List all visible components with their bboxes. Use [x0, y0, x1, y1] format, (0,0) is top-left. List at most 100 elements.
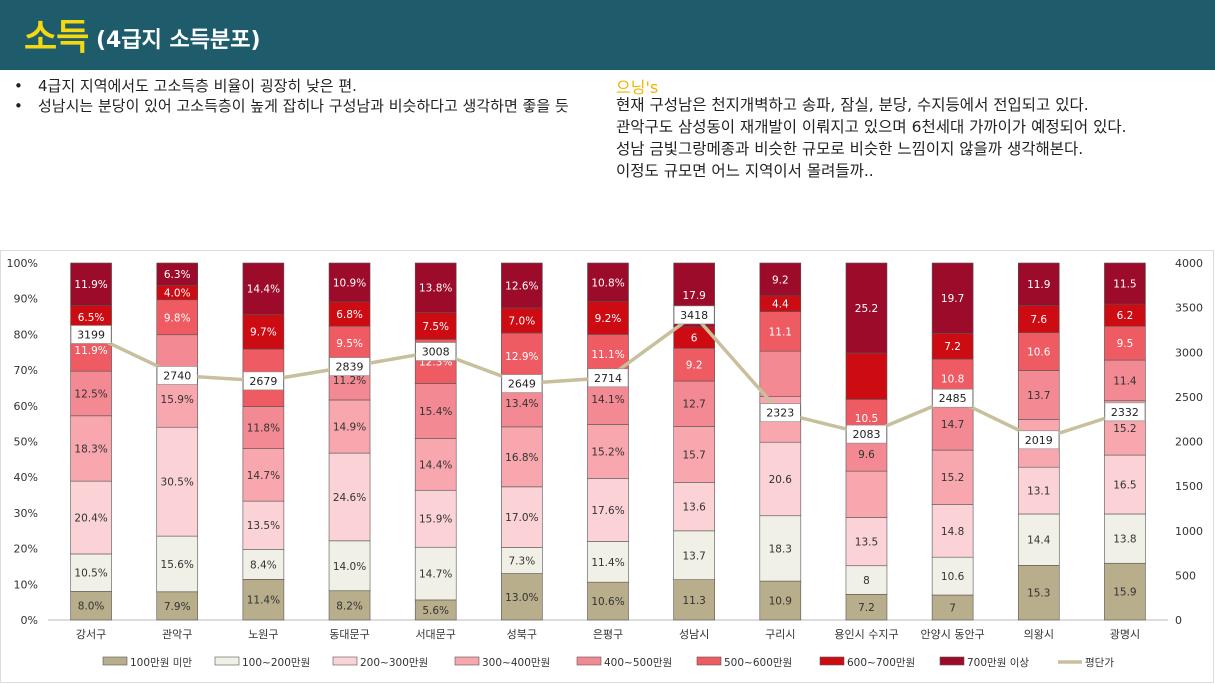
bar-segment: [1017, 513, 1060, 566]
data-label: 16.8%: [505, 452, 538, 464]
bar-segment: [501, 547, 543, 574]
bar-segment: [759, 441, 802, 517]
data-label: 6.8%: [336, 309, 363, 321]
data-label: 15.9: [1113, 587, 1136, 599]
bar-segment: [70, 553, 112, 592]
data-label: 14.8: [941, 526, 964, 538]
bar-segment: [845, 565, 888, 595]
x-tick-label: 서대문구: [415, 628, 455, 641]
bar-segment: [587, 424, 629, 479]
data-label: 11.9: [1027, 279, 1050, 291]
data-label: 7.2: [858, 602, 875, 614]
header-bar: 소득 (4급지 소득분포): [0, 0, 1215, 70]
bar-segment: [845, 352, 888, 400]
data-label: 20.4%: [74, 513, 107, 525]
bar-segment: [673, 579, 715, 621]
data-label: 11.8%: [247, 423, 280, 435]
bar-segment: [1017, 262, 1060, 306]
data-label: 9.2: [686, 360, 703, 372]
legend-swatch: [214, 656, 240, 666]
bar-segment: [70, 480, 112, 555]
bullet-item: 4급지 지역에서도 고소득층 비율이 굉장히 낮은 편.: [12, 76, 572, 96]
bar-segment: [242, 314, 285, 350]
bar-segment: [156, 299, 199, 336]
bar-segment: [242, 549, 285, 580]
price-label-box: [70, 325, 112, 344]
y-left-tick-label: 20%: [14, 543, 38, 556]
bar-segment: [1104, 325, 1146, 361]
bar-segment: [759, 515, 802, 582]
data-label: 24.6%: [333, 492, 366, 504]
bar-segment: [931, 594, 974, 621]
data-label: 14.0%: [333, 561, 366, 573]
legend-swatch: [939, 656, 965, 666]
data-label: 9.7%: [250, 327, 277, 339]
legend-swatch: [819, 656, 845, 666]
data-label: 11.4%: [591, 557, 624, 569]
bar-segment: [759, 580, 802, 621]
price-label-box: [1018, 430, 1060, 450]
data-label: 10.5%: [74, 568, 107, 580]
y-right-tick-label: 1500: [1175, 480, 1203, 493]
price-label-box: [760, 403, 801, 422]
x-tick-label: 안양시 동안구: [921, 628, 985, 641]
bar-segment: [1017, 466, 1060, 515]
summary-bullets: 4급지 지역에서도 고소득층 비율이 굉장히 낮은 편. 성남시는 분당이 있어…: [12, 76, 572, 116]
price-label-box: [932, 388, 973, 408]
comment-line: 현재 구성남은 천지개벽하고 송파, 잠실, 분당, 수지등에서 전입되고 있다…: [616, 96, 1089, 114]
data-label: 18.3%: [74, 443, 107, 455]
bar-segment: [156, 591, 199, 621]
data-label: 15.9%: [161, 394, 194, 406]
legend-swatch: [332, 656, 358, 666]
page-title: 소득: [24, 17, 89, 58]
price-label: 3008: [422, 346, 450, 359]
price-label: 3418: [680, 309, 708, 322]
data-label: 6.5%: [78, 312, 105, 324]
data-label: 8.4%: [250, 559, 277, 571]
legend-label: 500~600만원: [724, 657, 792, 669]
x-tick-label: 용인시 수지구: [834, 628, 898, 641]
y-right-tick-label: 2500: [1175, 391, 1203, 404]
data-label: 13.8%: [419, 283, 452, 295]
bar-segment: [845, 470, 888, 518]
bar-segment: [1104, 262, 1146, 305]
price-label-box: [587, 368, 629, 388]
data-label: 14.4%: [419, 459, 452, 471]
data-label: 10.6: [941, 571, 965, 583]
price-label: 2839: [336, 361, 364, 374]
data-label: 13.7: [1027, 390, 1050, 402]
data-label: 14.7%: [419, 569, 452, 581]
data-label: 15.9%: [419, 514, 452, 526]
data-label: 12.9%: [505, 351, 538, 363]
bar-segment: [328, 399, 371, 454]
data-label: 11.2%: [333, 375, 366, 387]
bar-segment: [242, 500, 285, 550]
data-label: 17.9: [682, 290, 705, 302]
data-label: 16.5: [1113, 480, 1136, 492]
bar-segment: [587, 478, 629, 542]
bar-segment: [931, 262, 974, 334]
price-label-box: [415, 342, 456, 361]
price-label: 2083: [852, 428, 880, 441]
price-label: 2679: [249, 375, 277, 388]
comment-title: 으닝's: [616, 78, 659, 97]
bar-segment: [156, 334, 199, 371]
data-label: 14.9%: [333, 422, 366, 434]
bar-segment: [931, 449, 974, 505]
bar-segment: [1017, 565, 1060, 621]
y-right-tick-label: 4000: [1175, 257, 1203, 270]
price-label-box: [1104, 402, 1146, 422]
bar-segment: [587, 262, 629, 302]
price-label-box: [156, 366, 198, 385]
x-tick-label: 광명시: [1110, 628, 1140, 641]
data-label: 19.7: [941, 293, 964, 305]
comment-block: 현재 구성남은 천지개벽하고 송파, 잠실, 분당, 수지등에서 전입되고 있다…: [616, 94, 1127, 182]
y-left-tick-label: 60%: [14, 400, 38, 413]
data-label: 25.2: [855, 303, 878, 315]
x-tick-label: 의왕시: [1024, 628, 1054, 641]
data-label: 18.3: [769, 543, 792, 555]
y-left-tick-label: 40%: [14, 471, 38, 484]
price-label: 2485: [939, 392, 967, 405]
data-label: 7.9%: [164, 601, 191, 613]
